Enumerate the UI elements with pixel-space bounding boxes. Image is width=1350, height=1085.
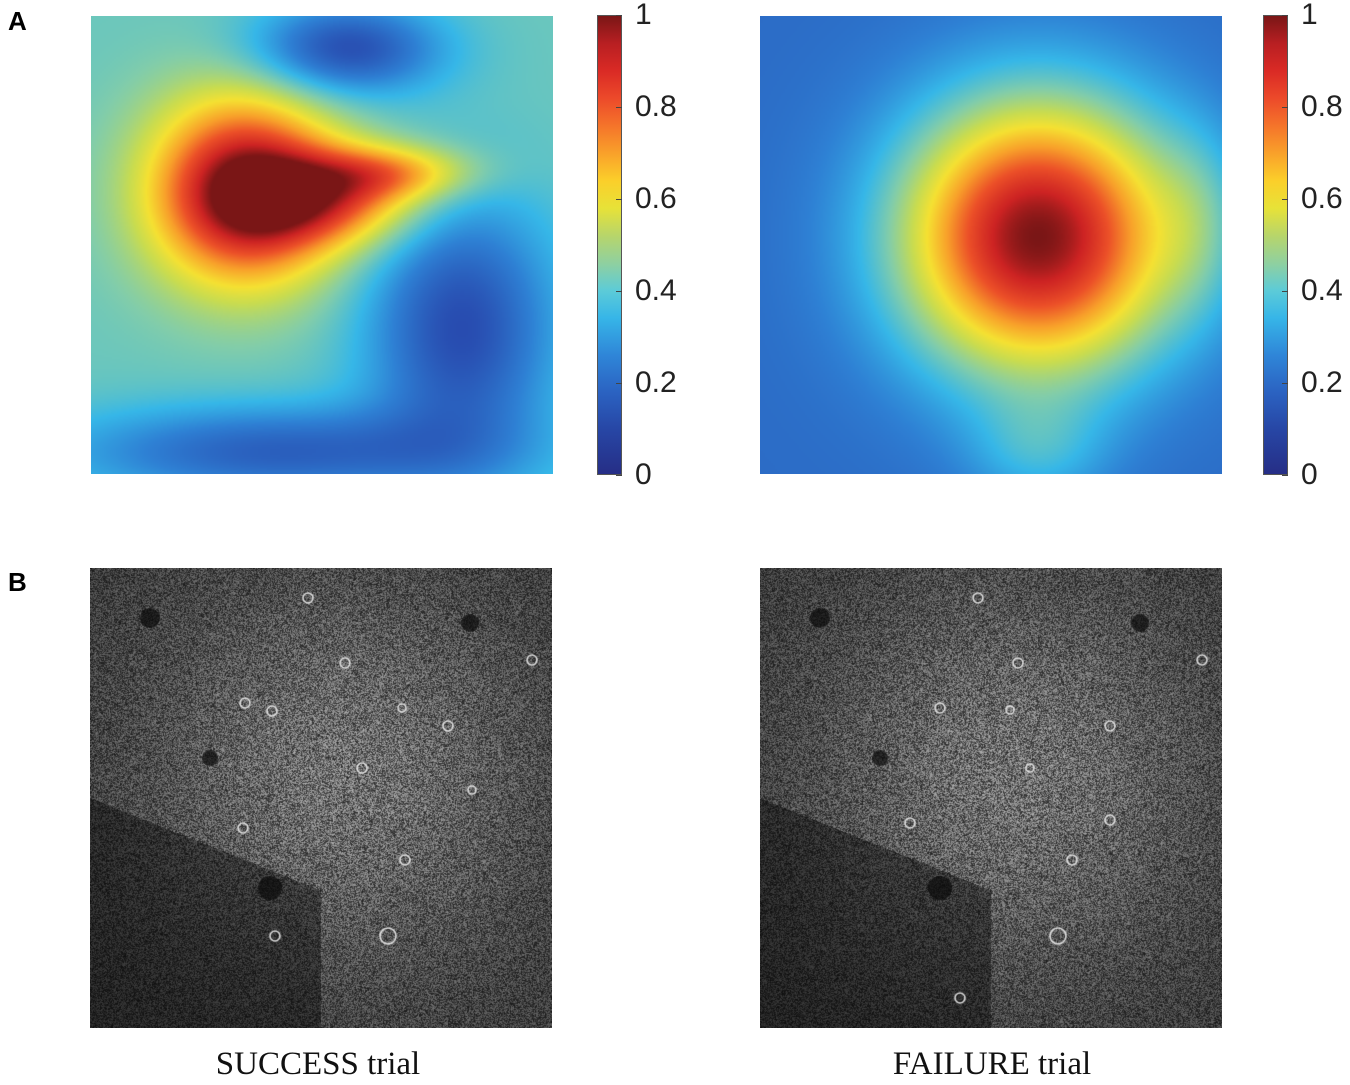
caption-success: SUCCESS trial [215,1046,421,1082]
colorbar-tick-label: 0.8 [1301,90,1343,123]
colorbar-tick-label: 0.4 [635,274,677,307]
colorbar-tick-label: 0.2 [635,366,677,399]
colorbar-tick-mark [1282,107,1288,108]
colorbar-tick-mark [616,291,622,292]
colorbar-success [597,15,622,475]
panel-label-b: B [8,567,27,597]
colorbar-tick-mark [1282,291,1288,292]
colorbar-tick-mark [1282,475,1288,476]
colorbar-tick-label: 0 [635,458,652,491]
colorbar-tick-label: 0.2 [1301,366,1343,399]
heatmap-success [91,16,553,474]
colorbar-tick-mark [1282,383,1288,384]
colorbar-tick-mark [616,199,622,200]
colorbar-tick-label: 0.8 [635,90,677,123]
colorbar-tick-label: 0.6 [635,182,677,215]
colorbar-failure [1263,15,1288,475]
heatmap-failure-canvas [760,16,1222,474]
heatmap-failure [760,16,1222,474]
colorbar-tick-label: 0.6 [1301,182,1343,215]
heatmap-success-canvas [91,16,553,474]
microscopy-failure-canvas [760,568,1222,1028]
microscopy-failure-image [760,568,1222,1028]
microscopy-success-canvas [90,568,552,1028]
colorbar-tick-label: 1 [635,0,652,31]
colorbar-tick-label: 0.4 [1301,274,1343,307]
colorbar-tick-mark [616,15,622,16]
colorbar-tick-mark [1282,199,1288,200]
panel-label-a: A [8,6,27,36]
colorbar-tick-mark [616,383,622,384]
colorbar-tick-mark [1282,15,1288,16]
colorbar-tick-label: 1 [1301,0,1318,31]
microscopy-success-image [90,568,552,1028]
caption-failure: FAILURE trial [892,1046,1092,1082]
colorbar-tick-mark [616,107,622,108]
colorbar-tick-mark [616,475,622,476]
colorbar-tick-label: 0 [1301,458,1318,491]
